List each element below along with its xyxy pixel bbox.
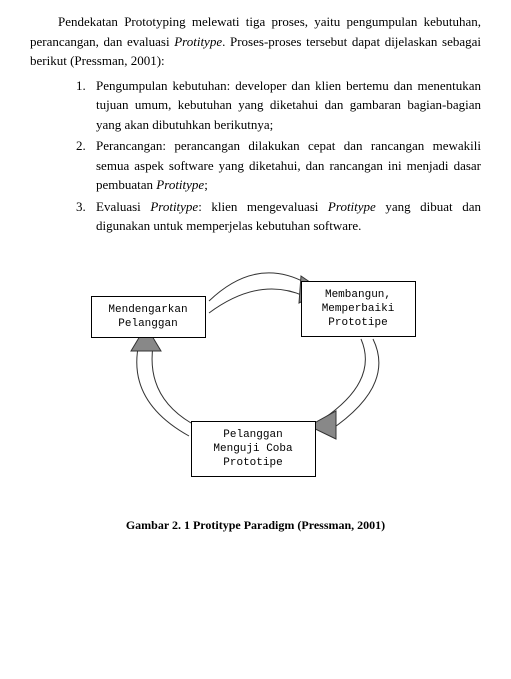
list-text: Evaluasi Protitype: klien mengevaluasi P… [96,197,481,236]
diagram-container: Mendengarkan Pelanggan Membangun, Memper… [30,261,481,501]
list-number: 1. [76,76,96,135]
intro-paragraph: Pendekatan Prototyping melewati tiga pro… [30,12,481,71]
box-line: Prototipe [312,316,405,330]
diagram-box-build: Membangun, Memperbaiki Prototipe [301,281,416,338]
list-item: 2. Perancangan: perancangan dilakukan ce… [76,136,481,195]
list-item: 1. Pengumpulan kebutuhan: developer dan … [76,76,481,135]
box-line: Menguji Coba [202,442,305,456]
box-line: Membangun, [312,288,405,302]
numbered-list: 1. Pengumpulan kebutuhan: developer dan … [30,76,481,236]
box-line: Pelanggan [202,428,305,442]
intro-italic-1: Protitype [174,34,222,49]
prototype-cycle-diagram: Mendengarkan Pelanggan Membangun, Memper… [91,261,421,501]
figure-caption: Gambar 2. 1 Protitype Paradigm (Pressman… [30,516,481,534]
list-text: Pengumpulan kebutuhan: developer dan kli… [96,76,481,135]
box-line: Prototipe [202,456,305,470]
box-line: Pelanggan [102,317,195,331]
box-line: Memperbaiki [312,302,405,316]
list-text: Perancangan: perancangan dilakukan cepat… [96,136,481,195]
diagram-box-listen: Mendengarkan Pelanggan [91,296,206,339]
list-number: 2. [76,136,96,195]
box-line: Mendengarkan [102,303,195,317]
list-item: 3. Evaluasi Protitype: klien mengevaluas… [76,197,481,236]
list-number: 3. [76,197,96,236]
diagram-box-test: Pelanggan Menguji Coba Prototipe [191,421,316,478]
